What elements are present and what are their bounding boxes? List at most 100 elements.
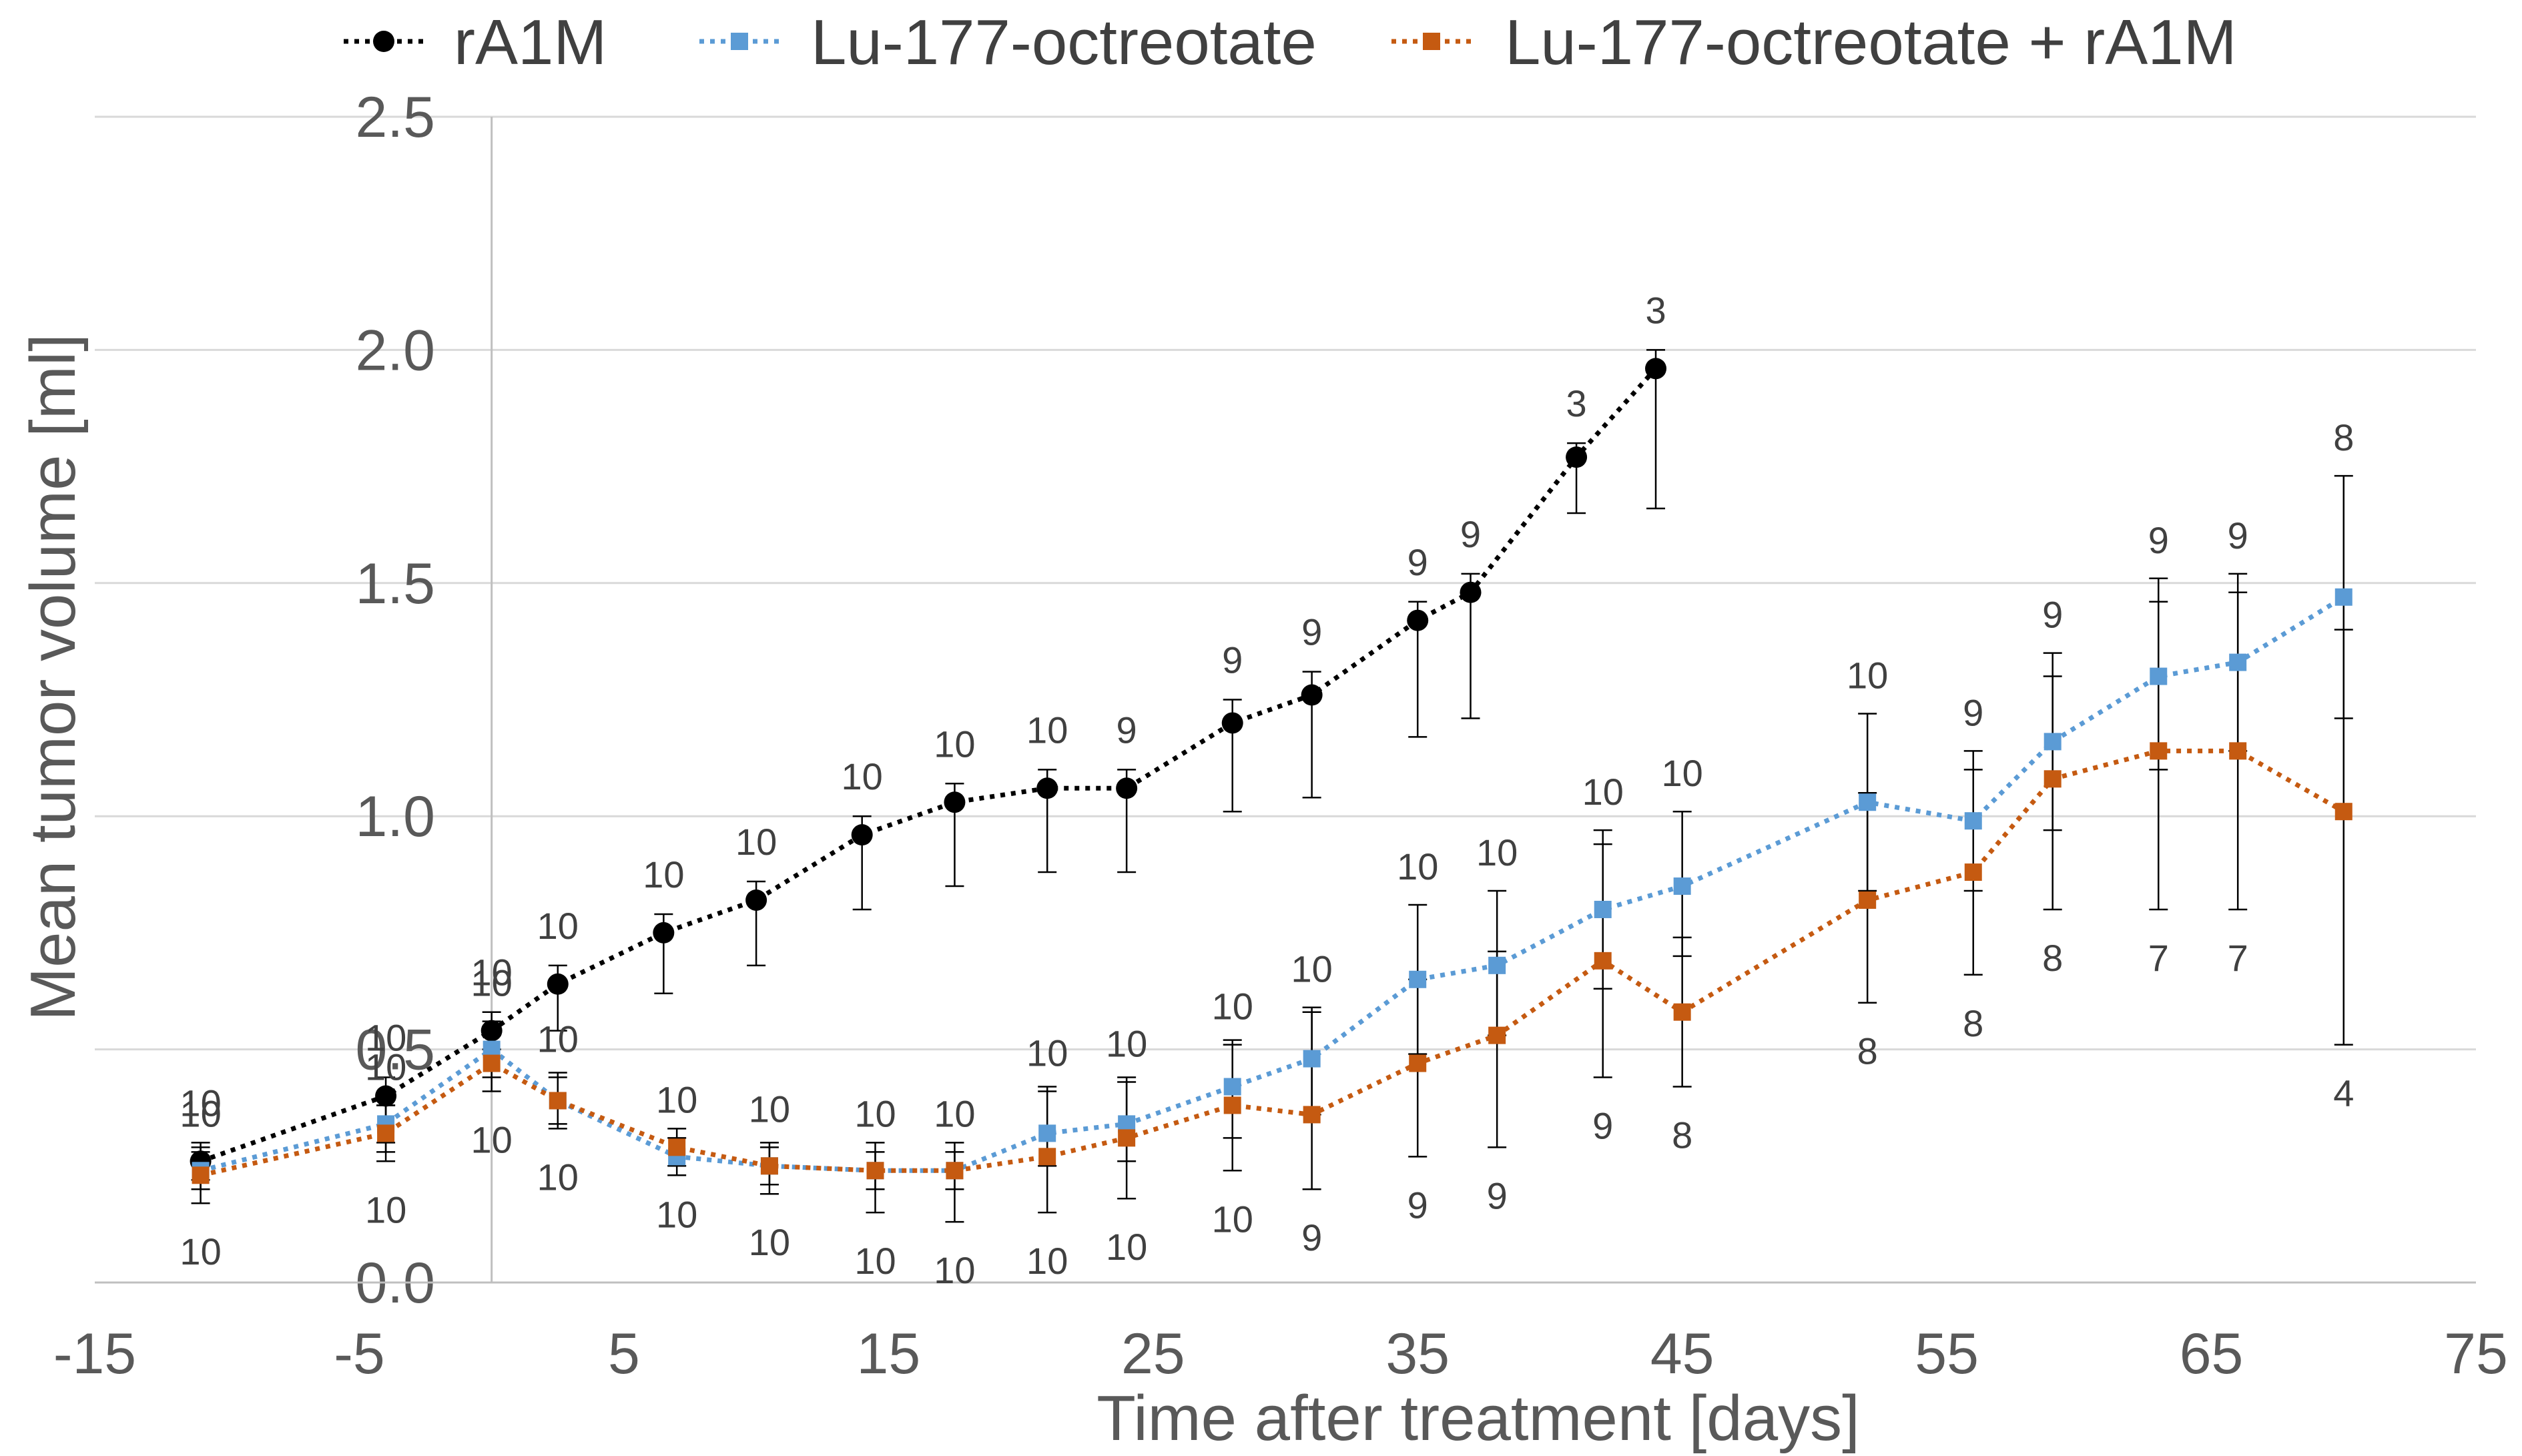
sample-size-label: 10 bbox=[1026, 1032, 1068, 1074]
x-tick-label: 5 bbox=[608, 1322, 640, 1386]
sample-size-label: 9 bbox=[1301, 611, 1322, 653]
data-point bbox=[1859, 891, 1877, 909]
sample-size-label: 10 bbox=[1212, 1198, 1253, 1240]
sample-size-label: 10 bbox=[735, 821, 777, 863]
sample-size-label: 10 bbox=[180, 1092, 221, 1134]
data-point bbox=[2043, 770, 2062, 788]
x-tick-label: 35 bbox=[1385, 1322, 1450, 1386]
x-tick-label: 15 bbox=[856, 1322, 920, 1386]
legend-label: rA1M bbox=[454, 7, 607, 78]
sample-size-label: 9 bbox=[1963, 691, 1983, 733]
sample-size-label: 9 bbox=[1222, 639, 1243, 681]
x-tick-label: -15 bbox=[53, 1322, 136, 1386]
legend-label: Lu-177-octreotate + rA1M bbox=[1505, 7, 2237, 78]
legend-swatch-marker bbox=[373, 31, 394, 52]
data-point bbox=[1301, 684, 1323, 706]
sample-size-label: 10 bbox=[471, 1118, 513, 1160]
sample-size-label: 10 bbox=[180, 1230, 221, 1272]
data-point bbox=[1409, 1054, 1427, 1072]
data-point bbox=[1303, 1106, 1321, 1124]
sample-size-label: 8 bbox=[2042, 937, 2063, 979]
data-point bbox=[745, 889, 767, 911]
data-point bbox=[946, 1162, 964, 1180]
sample-size-label: 10 bbox=[854, 1092, 896, 1134]
error-bars bbox=[191, 349, 2353, 1223]
sample-size-label: 8 bbox=[2333, 416, 2354, 458]
sample-size-label: 8 bbox=[1672, 1114, 1692, 1156]
series-line bbox=[200, 367, 1658, 1164]
data-point bbox=[1409, 970, 1427, 988]
sample-size-label: 10 bbox=[1106, 1226, 1147, 1268]
sample-size-label: 10 bbox=[1026, 709, 1068, 751]
x-tick-label: 55 bbox=[1915, 1322, 1979, 1386]
data-point bbox=[1488, 956, 1506, 974]
data-point bbox=[1964, 863, 1982, 881]
sample-size-label: 9 bbox=[1407, 1184, 1428, 1226]
data-point bbox=[1594, 952, 1612, 970]
data-point bbox=[1038, 1148, 1056, 1166]
y-tick-label: 1.0 bbox=[355, 785, 435, 849]
x-tick-label: 75 bbox=[2444, 1322, 2508, 1386]
sample-size-label: 10 bbox=[471, 962, 513, 1004]
data-point bbox=[1223, 1096, 1241, 1114]
data-point bbox=[481, 1020, 503, 1042]
data-point bbox=[1859, 793, 1877, 811]
y-tick-label: 0.5 bbox=[355, 1018, 435, 1082]
sample-size-label: 10 bbox=[934, 1249, 975, 1291]
sample-size-label: 10 bbox=[365, 1017, 406, 1059]
data-point bbox=[377, 1124, 395, 1142]
sample-size-label: 10 bbox=[934, 723, 975, 765]
sample-size-label: 10 bbox=[934, 1092, 975, 1134]
data-point bbox=[1460, 581, 1482, 603]
sample-size-label: 10 bbox=[1847, 654, 1888, 696]
sample-size-label: 4 bbox=[2333, 1072, 2354, 1114]
data-point bbox=[668, 1138, 686, 1156]
legend-swatch-marker bbox=[1423, 33, 1440, 50]
data-point bbox=[1488, 1026, 1506, 1044]
sample-size-label: 10 bbox=[1212, 986, 1253, 1028]
data-point bbox=[2150, 742, 2168, 760]
x-axis-title: Time after treatment [days] bbox=[1096, 1383, 1860, 1454]
y-tick-label: 2.5 bbox=[355, 85, 435, 149]
series-line bbox=[200, 748, 2345, 1178]
sample-size-label: 10 bbox=[656, 1193, 697, 1235]
x-tick-label: 65 bbox=[2180, 1322, 2244, 1386]
sample-size-label: 9 bbox=[1460, 513, 1481, 555]
data-point bbox=[547, 973, 569, 995]
data-point bbox=[851, 824, 873, 846]
data-point bbox=[760, 1157, 778, 1175]
data-point bbox=[1673, 877, 1691, 895]
legend-swatch-marker bbox=[731, 33, 748, 50]
sample-size-label: 9 bbox=[1592, 1105, 1613, 1147]
sample-size-label: 10 bbox=[854, 1240, 896, 1282]
y-axis-title: Mean tumor volume [ml] bbox=[17, 334, 89, 1021]
data-point bbox=[549, 1092, 567, 1110]
sample-size-label: 10 bbox=[365, 1188, 406, 1230]
y-tick-label: 2.0 bbox=[355, 318, 435, 382]
sample-size-label: 10 bbox=[1291, 948, 1332, 990]
sample-size-label: 10 bbox=[471, 952, 513, 994]
sample-size-label: 10 bbox=[365, 1046, 406, 1088]
x-tick-label: 45 bbox=[1650, 1322, 1714, 1386]
data-point bbox=[1221, 712, 1243, 734]
legend: rA1M Lu-177-octreotate Lu-177-octreotate +… bbox=[344, 7, 2237, 78]
sample-size-label: 9 bbox=[1487, 1174, 1508, 1216]
data-point bbox=[653, 922, 675, 944]
data-point bbox=[1303, 1050, 1321, 1068]
y-tick-label: 1.5 bbox=[355, 552, 435, 616]
data-point bbox=[1645, 358, 1667, 380]
data-point bbox=[1407, 609, 1429, 631]
data-point bbox=[2229, 653, 2247, 671]
data-point bbox=[2334, 803, 2352, 821]
data-point bbox=[1673, 1003, 1691, 1021]
sample-size-label: 3 bbox=[1645, 289, 1666, 331]
sample-size-label: 10 bbox=[180, 1082, 221, 1124]
data-point bbox=[944, 791, 966, 813]
sample-size-label: 10 bbox=[1397, 845, 1438, 887]
sample-size-label: 7 bbox=[2228, 937, 2248, 979]
data-point bbox=[1594, 900, 1612, 918]
sample-size-label: 9 bbox=[1117, 709, 1137, 751]
sample-size-label: 10 bbox=[749, 1088, 790, 1130]
